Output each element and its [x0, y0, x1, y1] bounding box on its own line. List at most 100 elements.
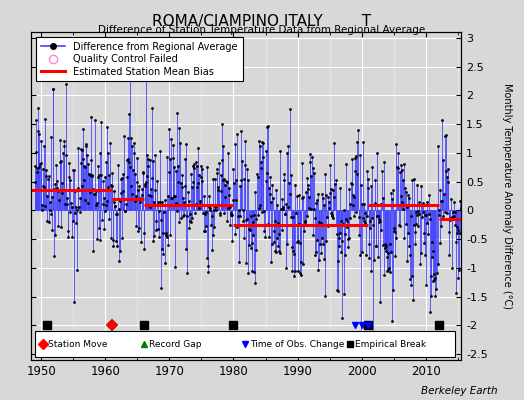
Point	[243, 216, 252, 222]
Point	[49, 86, 57, 92]
Point	[256, 202, 265, 208]
Point	[291, 182, 300, 188]
Point	[401, 189, 410, 195]
Point	[424, 230, 432, 237]
Point	[343, 218, 352, 224]
Point	[302, 213, 311, 220]
Point	[357, 340, 365, 346]
Point	[218, 121, 226, 127]
Point	[331, 181, 339, 187]
Point	[444, 179, 453, 186]
Point	[343, 224, 351, 230]
Point	[318, 235, 326, 241]
Point	[292, 210, 300, 216]
Point	[126, 164, 134, 171]
Point	[217, 172, 225, 178]
Point	[194, 144, 202, 151]
Point	[389, 228, 398, 234]
Point	[333, 286, 341, 293]
Point	[32, 169, 41, 175]
Point	[70, 298, 79, 305]
Point	[401, 184, 409, 191]
Point	[68, 203, 77, 210]
Point	[364, 184, 372, 191]
Point	[77, 146, 85, 152]
Point	[149, 158, 158, 165]
Point	[429, 278, 437, 284]
Point	[340, 207, 348, 213]
Point	[380, 241, 389, 247]
Point	[302, 189, 310, 195]
Point	[321, 292, 330, 299]
Point	[389, 287, 397, 294]
Point	[315, 218, 323, 225]
Point	[194, 205, 203, 212]
Point	[231, 140, 239, 147]
Point	[416, 261, 424, 268]
Point	[134, 228, 142, 234]
Point	[112, 238, 120, 244]
Point	[170, 263, 179, 270]
Point	[173, 179, 182, 185]
Point	[124, 156, 132, 162]
Point	[75, 209, 84, 215]
Point	[327, 210, 335, 216]
Point	[447, 196, 455, 202]
Point	[172, 200, 180, 206]
Point	[288, 244, 296, 250]
Point	[399, 177, 407, 184]
Point	[43, 217, 51, 224]
Point	[56, 158, 64, 165]
Point	[231, 231, 239, 238]
Point	[84, 171, 93, 177]
Point	[154, 226, 162, 232]
Point	[323, 194, 332, 200]
Point	[300, 228, 308, 234]
Point	[370, 177, 379, 184]
Point	[195, 171, 203, 178]
Point	[272, 202, 281, 208]
Point	[154, 199, 162, 206]
Point	[195, 198, 204, 204]
Point	[422, 212, 430, 218]
Point	[35, 164, 43, 171]
Point	[251, 189, 259, 195]
Point	[170, 164, 178, 170]
Point	[430, 270, 439, 277]
Point	[439, 156, 447, 163]
Point	[415, 198, 423, 205]
Point	[133, 179, 141, 185]
Point	[434, 206, 443, 213]
Point	[192, 159, 200, 165]
Point	[290, 251, 299, 257]
Point	[210, 207, 218, 213]
Point	[404, 230, 412, 236]
Point	[409, 297, 417, 303]
Point	[174, 124, 183, 131]
Point	[431, 275, 440, 282]
Point	[378, 195, 387, 201]
Point	[325, 162, 334, 168]
Point	[253, 170, 261, 177]
Point	[153, 178, 161, 184]
Point	[141, 181, 149, 187]
Point	[397, 162, 405, 168]
Point	[118, 174, 126, 181]
Point	[388, 196, 396, 202]
Point	[448, 265, 456, 271]
Point	[46, 206, 54, 213]
Point	[191, 201, 200, 207]
Point	[425, 192, 433, 198]
Point	[253, 212, 261, 218]
Point	[210, 224, 219, 230]
Point	[104, 150, 113, 156]
Point	[428, 238, 436, 245]
Point	[57, 158, 66, 164]
Point	[297, 259, 305, 266]
Point	[246, 245, 255, 251]
Point	[305, 151, 314, 157]
Point	[168, 195, 176, 201]
Point	[185, 225, 193, 232]
Point	[267, 258, 275, 265]
Point	[106, 140, 114, 146]
